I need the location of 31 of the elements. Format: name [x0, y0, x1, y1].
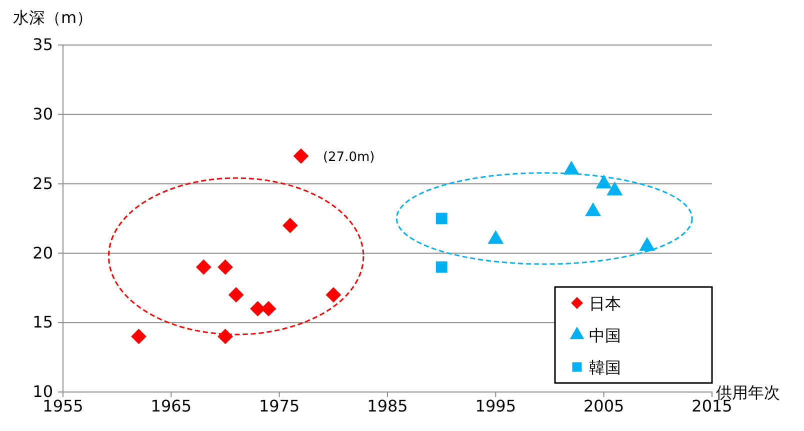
point [596, 174, 612, 188]
y-tick-label: 25 [32, 174, 53, 193]
y-tick-label: 35 [32, 35, 53, 54]
point [639, 237, 656, 251]
point [606, 182, 623, 196]
legend-label: 日本 [589, 294, 621, 313]
x-tick-label: 1955 [42, 396, 84, 416]
point [282, 218, 298, 234]
y-axis-title: 水深（m） [13, 8, 93, 27]
point [436, 212, 448, 224]
point [131, 328, 146, 344]
point [563, 160, 580, 175]
point [585, 202, 601, 216]
x-tick-label: 1995 [475, 396, 516, 416]
legend-label: 中国 [589, 326, 621, 345]
x-tick-label: 1965 [150, 396, 192, 416]
y-tick-label: 15 [32, 312, 53, 332]
x-tick-label: 1985 [367, 396, 408, 416]
x-tick-label: 2005 [583, 396, 624, 416]
point [436, 261, 448, 273]
point [228, 287, 244, 303]
legend-label: 韓国 [589, 358, 621, 377]
point [196, 259, 212, 275]
point [488, 230, 504, 244]
point [218, 259, 233, 275]
point [326, 287, 342, 303]
point [218, 328, 233, 344]
x-tick-label: 1975 [258, 396, 300, 416]
y-tick-label: 30 [32, 104, 53, 124]
annotation: (27.0m) [322, 150, 375, 166]
y-tick-label: 20 [32, 243, 53, 262]
